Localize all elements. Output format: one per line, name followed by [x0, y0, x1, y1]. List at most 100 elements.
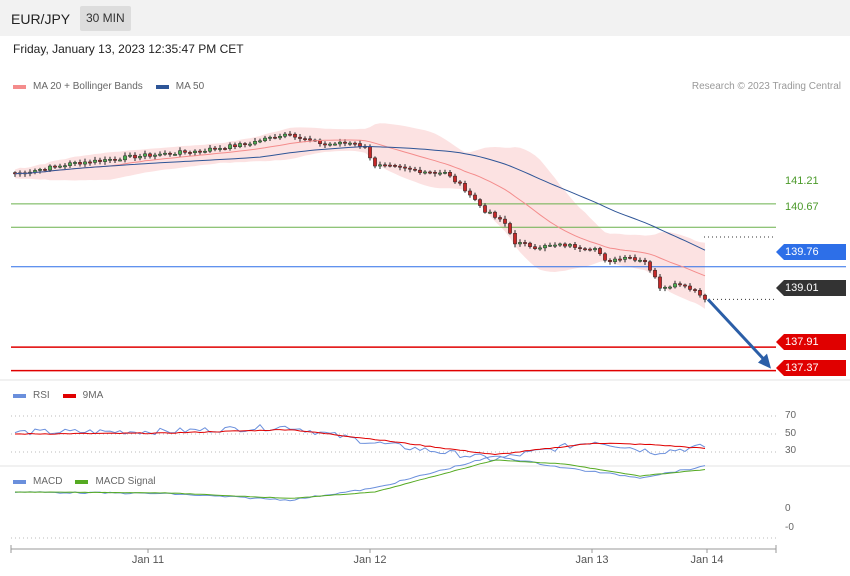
candle-body	[628, 256, 632, 259]
rsi-tick-50: 50	[785, 428, 797, 439]
candle-body	[143, 153, 147, 157]
candle-body	[238, 143, 242, 147]
credit-text: Research © 2023 Trading Central	[691, 81, 841, 92]
candle-body	[188, 152, 192, 154]
candle-body	[403, 166, 407, 169]
macd-legend: MACD MACD Signal	[13, 476, 168, 487]
symbol-label: EUR/JPY	[11, 11, 71, 27]
candle-body	[48, 165, 52, 171]
chart-gridlines	[0, 379, 850, 553]
candle-body	[283, 133, 287, 137]
candle-body	[173, 154, 177, 156]
legend-label-macd-signal: MACD Signal	[95, 476, 156, 487]
candle-body	[58, 165, 62, 168]
candle-body	[483, 205, 487, 213]
legend-label-bollinger: MA 20 + Bollinger Bands	[33, 81, 143, 92]
candle-body	[598, 248, 602, 255]
candle-body	[488, 211, 492, 214]
candle-body	[468, 190, 472, 196]
candle-body	[503, 218, 507, 224]
candle-body	[683, 284, 687, 287]
candle-body	[588, 248, 592, 251]
candle-body	[308, 138, 312, 141]
candle-body	[338, 141, 342, 145]
candle-body	[368, 146, 372, 159]
candle-body	[388, 164, 392, 167]
candle-body	[533, 246, 537, 249]
candlestick-series	[13, 131, 707, 303]
candle-body	[618, 258, 622, 261]
candle-body	[303, 138, 307, 141]
forecast-arrow-shaft	[706, 298, 768, 363]
forecast-arrow-head	[758, 353, 771, 369]
macd-tick-0: 0	[785, 503, 791, 514]
candle-body	[418, 169, 422, 173]
candle-body	[493, 211, 497, 218]
candle-body	[68, 162, 72, 166]
candle-body	[383, 164, 387, 167]
rsi-tick-70: 70	[785, 410, 797, 421]
candle-body	[523, 242, 527, 244]
candle-body	[333, 143, 337, 146]
candle-body	[508, 223, 512, 234]
candle-body	[473, 194, 477, 200]
candle-body	[583, 248, 587, 251]
candle-body	[113, 158, 117, 161]
candle-body	[233, 144, 237, 147]
candle-body	[428, 171, 432, 174]
candle-body	[548, 244, 552, 247]
price-level-lines	[11, 203, 846, 372]
bollinger-band-area	[15, 123, 705, 309]
candle-body	[53, 165, 57, 168]
candle-body	[563, 243, 567, 247]
candle-body	[193, 150, 197, 153]
candle-body	[298, 136, 302, 139]
ma20-line	[14, 139, 706, 277]
candle-body	[133, 154, 137, 159]
candle-body	[413, 168, 417, 171]
forecast-arrow	[706, 298, 771, 369]
candle-body	[433, 171, 437, 174]
candle-body	[178, 150, 182, 155]
rsi-legend: RSI 9MA	[13, 390, 116, 401]
time-label-jan13: Jan 13	[575, 554, 609, 566]
timeframe-badge[interactable]: 30 MIN	[80, 6, 131, 31]
moving-average-lines	[14, 139, 706, 277]
candle-body	[138, 156, 142, 159]
candle-body	[118, 159, 122, 162]
candle-body	[558, 243, 562, 246]
legend-label-macd: MACD	[33, 476, 63, 487]
candle-body	[98, 159, 102, 162]
legend-swatch-rsi	[13, 393, 26, 398]
legend-swatch-ma50	[155, 84, 169, 89]
candle-body	[393, 165, 397, 167]
candle-body	[328, 143, 332, 146]
pivot-price-tag: 139.76	[776, 244, 846, 260]
candle-body	[658, 276, 662, 289]
candle-body	[518, 242, 522, 245]
candle-body	[293, 133, 297, 138]
candle-body	[128, 154, 132, 157]
rsi-panel-lines	[11, 415, 776, 461]
candle-body	[258, 140, 262, 143]
time-label-jan12: Jan 12	[353, 554, 387, 566]
candle-body	[693, 289, 697, 291]
candle-body	[513, 233, 517, 245]
candle-body	[263, 137, 267, 142]
candle-body	[608, 259, 612, 262]
last-price-tag: 139.01	[776, 280, 846, 296]
candle-body	[73, 162, 77, 164]
legend-swatch-bollinger	[13, 84, 26, 89]
legend-label-rsi: RSI	[33, 390, 50, 401]
rsi-tick-30: 30	[785, 445, 797, 456]
candle-body	[168, 152, 172, 155]
candle-body	[243, 143, 247, 145]
candle-body	[33, 170, 37, 173]
candle-body	[663, 286, 667, 289]
candle-body	[538, 247, 542, 250]
candle-body	[528, 242, 532, 247]
candle-body	[478, 199, 482, 206]
candle-body	[453, 175, 457, 183]
candle-body	[223, 148, 227, 150]
candle-body	[623, 256, 627, 260]
